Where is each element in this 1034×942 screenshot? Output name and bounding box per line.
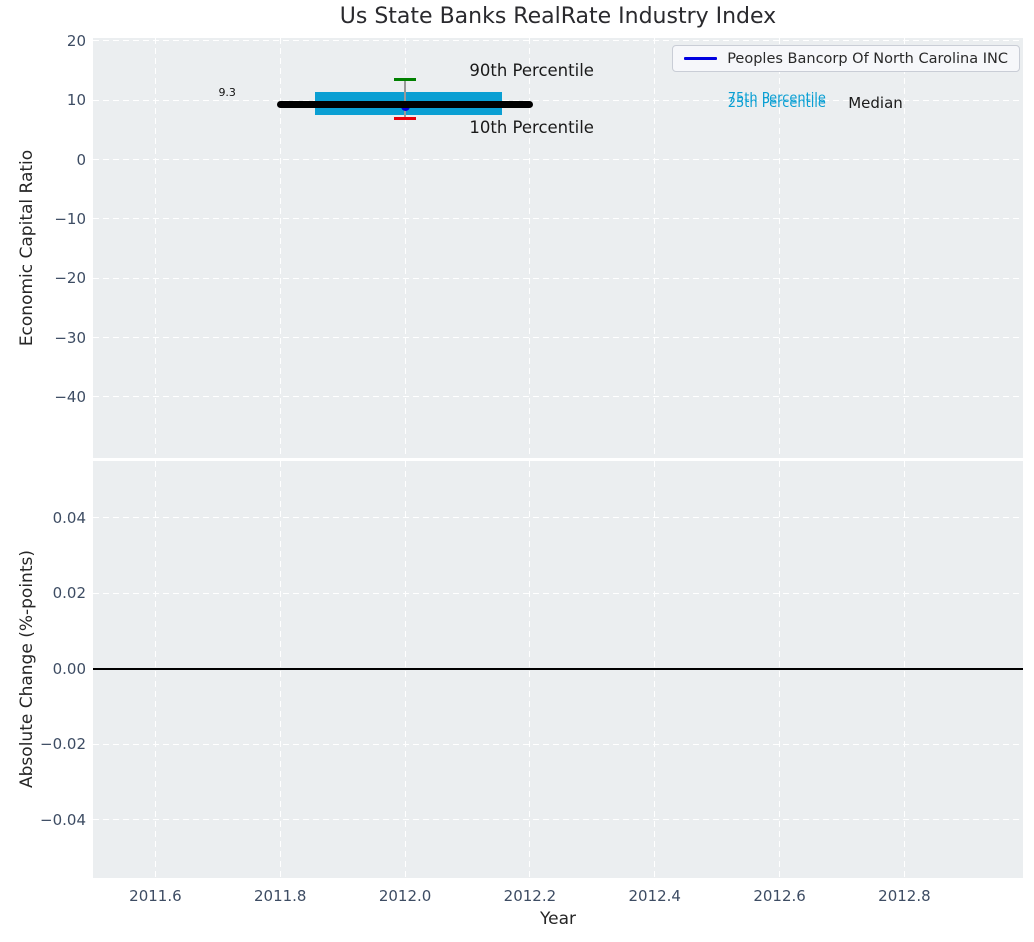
gridline-horizontal <box>93 40 1023 42</box>
bottom-axes <box>93 461 1023 878</box>
p90-cap <box>394 78 417 82</box>
x-tick-label: 2011.6 <box>129 887 182 905</box>
gridline-horizontal <box>93 592 1023 594</box>
gridline-vertical <box>903 38 905 458</box>
p10-cap <box>394 116 417 120</box>
gridline-vertical <box>154 38 156 458</box>
gridline-horizontal <box>93 517 1023 519</box>
annotation-10th-percentile: 10th Percentile <box>469 118 594 138</box>
x-tick-label: 2012.2 <box>503 887 557 905</box>
gridline-horizontal <box>93 218 1023 220</box>
annotation-75th-percentile: 75th Percentile <box>727 90 826 106</box>
zero-line <box>93 667 1023 670</box>
y-tick-label: 0 <box>76 150 86 169</box>
y-tick-label: −20 <box>54 269 86 288</box>
x-tick-label: 2012.6 <box>753 887 806 905</box>
x-tick-label: 2012.0 <box>378 887 432 905</box>
top-y-axis-label: Economic Capital Ratio <box>17 149 37 347</box>
gridline-horizontal <box>93 743 1023 745</box>
gridline-horizontal <box>93 819 1023 821</box>
y-tick-label: −0.02 <box>40 735 86 754</box>
y-tick-label: −0.04 <box>40 810 86 829</box>
x-tick-label: 2012.4 <box>628 887 681 905</box>
y-tick-label: 0.02 <box>52 584 86 603</box>
chart-title: Us State Banks RealRate Industry Index <box>339 4 777 29</box>
x-tick-label: 2011.8 <box>253 887 307 905</box>
y-tick-label: 0.04 <box>52 508 86 527</box>
top-axes: Peoples Bancorp Of North Carolina INC 9.… <box>93 38 1023 458</box>
legend-line-sample <box>684 57 718 60</box>
median-line <box>276 100 534 108</box>
legend-label: Peoples Bancorp Of North Carolina INC <box>727 50 1008 67</box>
x-axis-label: Year <box>540 909 576 929</box>
gridline-horizontal <box>93 277 1023 279</box>
y-tick-label: 10 <box>66 91 86 110</box>
gridline-horizontal <box>93 159 1023 161</box>
x-tick-label: 2012.8 <box>878 887 931 905</box>
y-tick-label: −30 <box>54 328 86 347</box>
gridline-horizontal <box>93 396 1023 398</box>
y-tick-label: −40 <box>54 387 86 406</box>
legend: Peoples Bancorp Of North Carolina INC <box>672 45 1020 72</box>
annotation-25th-percentile: 25th Percentile <box>727 95 826 111</box>
gridline-vertical <box>654 38 656 458</box>
gridline-horizontal <box>93 337 1023 339</box>
annotation-90th-percentile: 90th Percentile <box>469 61 594 81</box>
annotation-9-3: 9.3 <box>218 86 236 100</box>
y-tick-label: −10 <box>54 209 86 228</box>
whisker-line <box>404 79 406 119</box>
annotation-median: Median <box>848 94 903 112</box>
y-tick-label: 20 <box>66 31 86 50</box>
y-tick-label: 0.00 <box>52 659 86 678</box>
